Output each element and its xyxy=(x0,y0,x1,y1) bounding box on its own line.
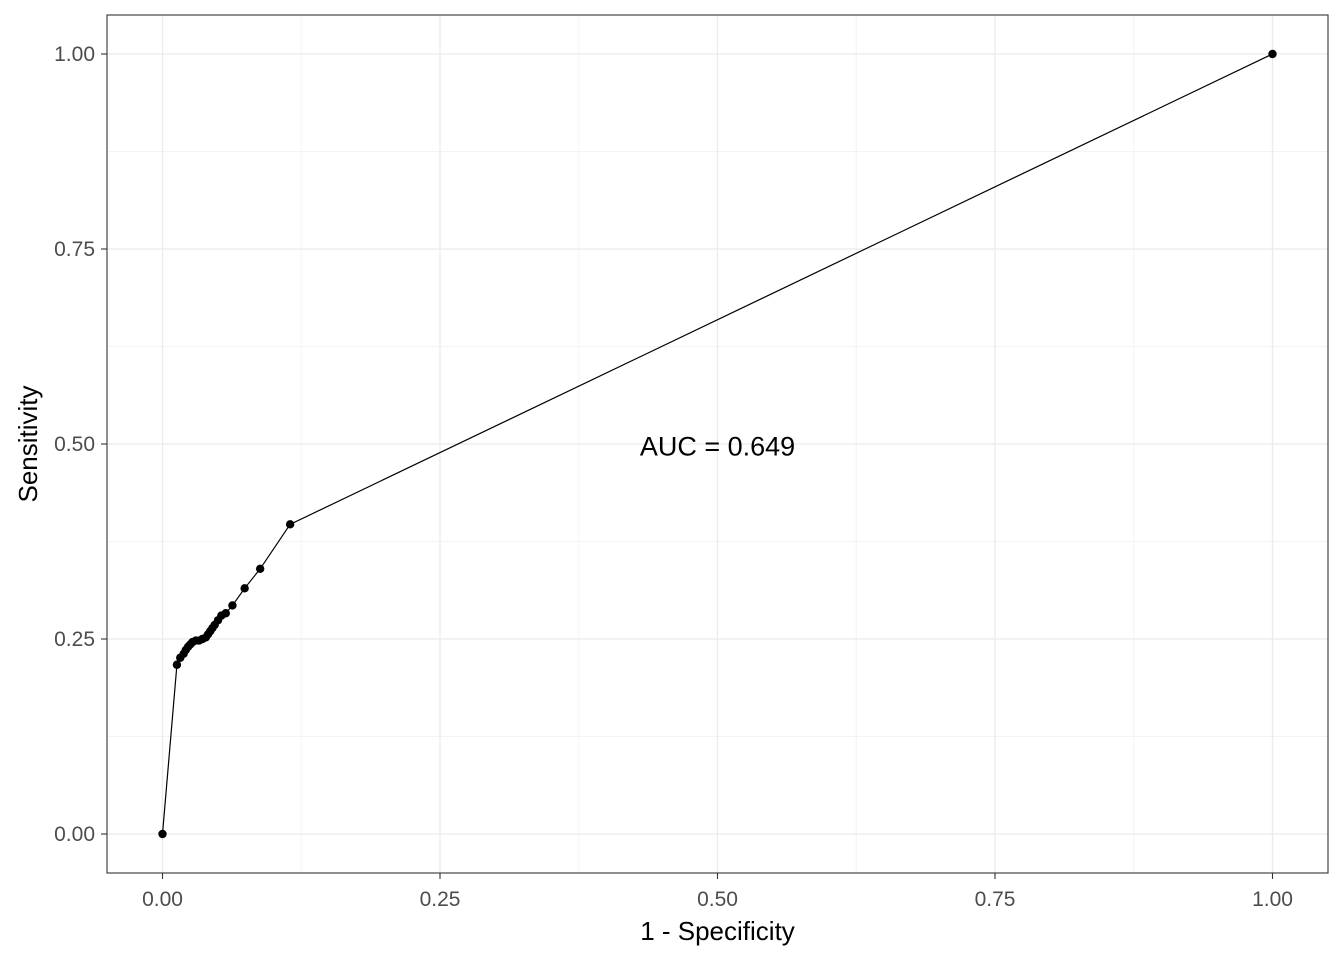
annotations: AUC = 0.649 xyxy=(640,431,795,461)
roc-point xyxy=(172,660,182,669)
y-tick-label: 1.00 xyxy=(54,43,95,66)
roc-point xyxy=(1268,49,1277,59)
x-tick-label: 0.00 xyxy=(142,888,183,911)
y-tick-label: 0.00 xyxy=(54,823,95,846)
major-gridlines xyxy=(107,15,1328,873)
y-tick-label: 0.50 xyxy=(54,433,95,456)
roc-point xyxy=(255,564,265,573)
y-axis-title: Sensitivity xyxy=(13,385,43,502)
tick-labels: 0.00 0.25 0.50 0.75 1.00 0.00 0.25 0.50 0.75 1.00 xyxy=(54,43,1293,911)
x-tick-label: 1.00 xyxy=(1252,888,1293,911)
x-tick-label: 0.75 xyxy=(975,888,1016,911)
roc-point xyxy=(221,609,230,618)
axis-ticks xyxy=(101,53,1274,879)
roc-point xyxy=(158,829,167,839)
auc-annotation: AUC = 0.649 xyxy=(640,431,795,461)
x-tick-label: 0.25 xyxy=(420,888,461,911)
x-tick-label: 0.50 xyxy=(697,888,738,911)
roc-point xyxy=(240,584,249,593)
x-axis-title: 1 - Specificity xyxy=(640,916,795,946)
roc-point xyxy=(285,520,295,529)
roc-series xyxy=(158,49,1277,839)
roc-point xyxy=(228,601,237,610)
y-tick-label: 0.75 xyxy=(54,238,95,261)
y-tick-label: 0.25 xyxy=(54,628,95,651)
